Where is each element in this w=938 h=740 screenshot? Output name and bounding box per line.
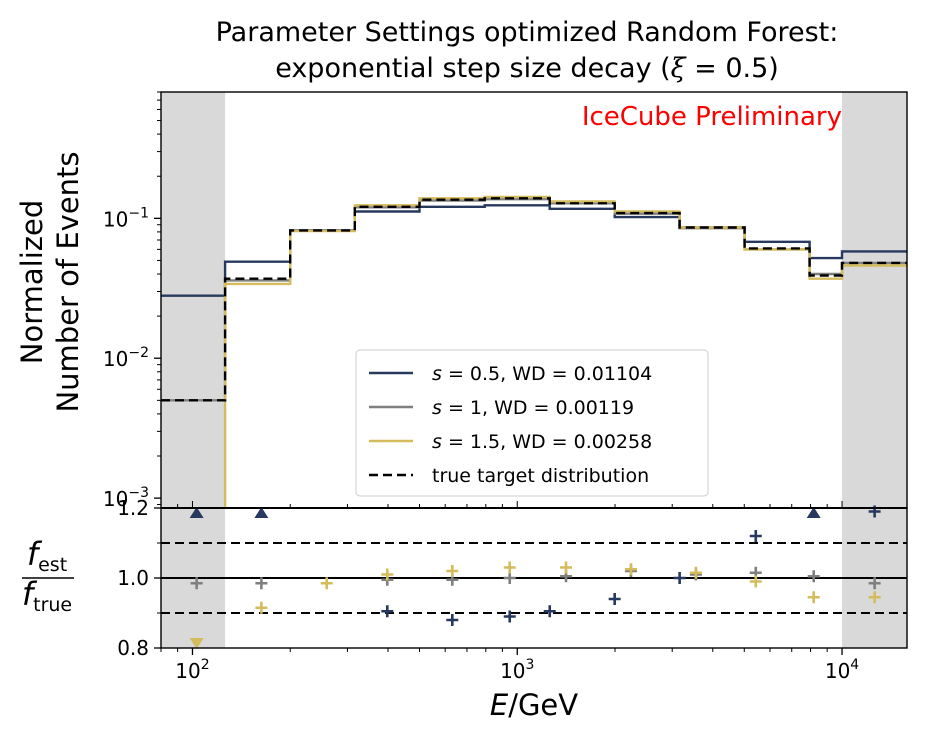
ratio-panel: 0.81.01.2 102 103 104 (117, 496, 908, 683)
ratio-points (189, 505, 881, 649)
shaded-region-main (161, 92, 226, 508)
ratio-point (503, 561, 516, 574)
ratio-x-ticks: 102 103 104 (160, 648, 859, 683)
tick-base: 10 (825, 659, 850, 683)
title-suffix: = 0.5) (686, 53, 779, 84)
tick-base: 10 (103, 347, 128, 371)
tick-exponent: 2 (201, 657, 210, 673)
ratio-point (381, 568, 394, 581)
ratio-y-label-denominator: ftrue (22, 575, 72, 616)
main-x-ticks (160, 501, 843, 508)
tick-exponent: −2 (128, 345, 149, 361)
main-panel: 10−310−210−1 IceCube Preliminary (103, 91, 908, 511)
ratio-point (807, 570, 820, 583)
ratio-point (255, 577, 268, 590)
ratio-y-den-sub: true (33, 594, 72, 616)
tick-base: 10 (103, 487, 128, 511)
tick-exponent: −1 (128, 205, 149, 221)
y-tick-label: 10−2 (103, 345, 149, 371)
main-series-lines (161, 195, 907, 508)
watermark-label: IceCube Preliminary (582, 102, 842, 132)
shaded-region-main (842, 92, 907, 508)
ratio-point (255, 601, 268, 614)
title-prefix: exponential step size decay ( (275, 53, 670, 84)
main-shaded-regions (161, 92, 907, 508)
legend-label: s = 0.5, WD = 0.01104 (432, 363, 652, 385)
ratio-point (560, 561, 573, 574)
out-of-range-up-marker (806, 507, 821, 518)
tick-exponent: 3 (526, 657, 535, 673)
ratio-reference-lines (161, 507, 907, 614)
ratio-point (749, 530, 762, 542)
ratio-y-tick-label: 0.8 (117, 636, 149, 660)
out-of-range-up-marker (189, 507, 204, 518)
x-axis-label: E/GeV (490, 688, 578, 722)
ratio-point (673, 572, 686, 584)
ratio-point (689, 566, 702, 579)
main-y-label: Normalized Number of Events (15, 151, 85, 412)
out-of-range-up-marker (254, 507, 269, 518)
x-tick-label: 102 (175, 657, 209, 683)
ratio-point (446, 565, 459, 577)
legend-value: = 0.5, WD = 0.01104 (442, 363, 652, 385)
x-label-unit: /GeV (508, 688, 578, 722)
legend-var: s (432, 397, 442, 419)
ratio-axes-frame (160, 507, 908, 649)
ratio-point (381, 605, 394, 618)
legend-label: s = 1, WD = 0.00119 (432, 397, 634, 419)
chart-title-line-1: Parameter Settings optimized Random Fore… (216, 17, 839, 48)
ratio-point (190, 577, 203, 590)
x-label-var: E (490, 688, 509, 722)
x-tick-label: 103 (500, 657, 534, 683)
ratio-y-label-numerator: fest (27, 535, 67, 576)
ratio-point (503, 610, 516, 623)
legend-box (355, 349, 709, 497)
ratio-point (807, 591, 820, 604)
ratio-point (320, 577, 333, 590)
ratio-point (446, 614, 459, 626)
ratio-y-num-sub: est (38, 554, 67, 576)
ratio-point (749, 575, 762, 588)
y-tick-label: 10−1 (103, 205, 149, 231)
legend-value: = 1, WD = 0.00119 (442, 397, 634, 419)
ratio-y-tick-label: 1.0 (117, 566, 149, 590)
ratio-y-tick-label: 1.2 (117, 496, 149, 520)
ratio-point (624, 563, 637, 576)
main-y-ticks: 10−310−210−1 (103, 91, 161, 511)
tick-base: 10 (103, 207, 128, 231)
ratio-point (868, 591, 881, 604)
ratio-point (868, 577, 881, 590)
legend-label: s = 1.5, WD = 0.00258 (432, 431, 652, 453)
legend-label: true target distribution (432, 465, 649, 487)
title-symbol: ξ (671, 53, 687, 84)
legend-var: s (432, 363, 442, 385)
legend-var: s (432, 431, 442, 453)
ratio-y-ticks: 0.8 1.0 1.2 (117, 496, 161, 660)
chart-title-line-2: exponential step size decay (ξ = 0.5) (275, 53, 779, 84)
main-y-label-line-2: Number of Events (51, 151, 85, 412)
series-line (161, 197, 907, 402)
main-y-label-line-1: Normalized (15, 200, 49, 364)
y-tick-label: 10−3 (103, 485, 149, 511)
tick-base: 10 (175, 659, 200, 683)
tick-exponent: −3 (128, 485, 149, 501)
tick-base: 10 (500, 659, 525, 683)
out-of-range-down-marker (189, 638, 204, 649)
tick-exponent: 4 (850, 657, 859, 673)
x-tick-label: 104 (825, 657, 859, 683)
legend-value: = 1.5, WD = 0.00258 (442, 431, 652, 453)
ratio-point (503, 572, 516, 584)
ratio-point (608, 593, 621, 605)
ratio-y-label: fest ftrue (22, 535, 74, 616)
ratio-point (543, 605, 556, 618)
